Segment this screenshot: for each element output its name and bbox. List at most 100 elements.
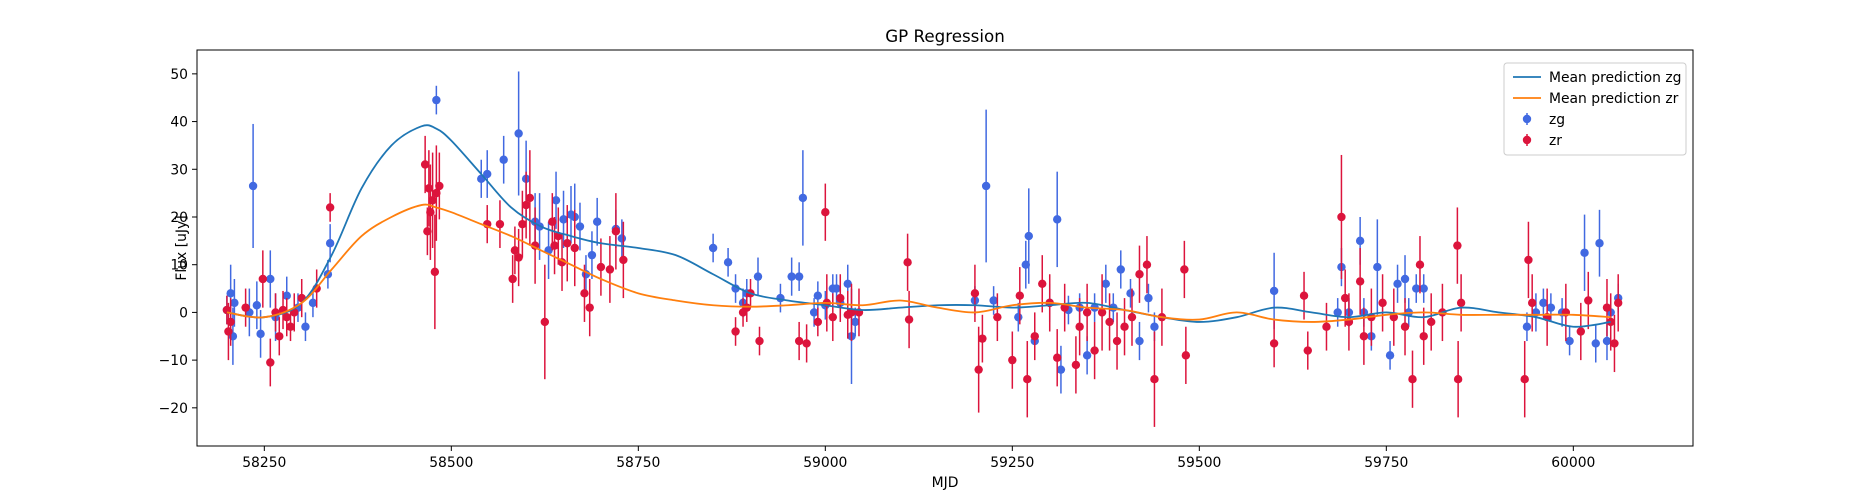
zg-marker <box>1385 351 1395 360</box>
zg-point <box>1385 341 1395 370</box>
zg-marker <box>1522 322 1532 331</box>
zg-marker <box>1393 279 1402 288</box>
zr-point <box>430 214 440 330</box>
zg-point <box>252 281 262 330</box>
zr-marker <box>904 315 914 324</box>
zr-marker <box>821 208 830 217</box>
zg-marker <box>723 258 733 267</box>
series-zr <box>222 135 1623 427</box>
zr-point <box>605 236 615 303</box>
zr-marker <box>1584 296 1593 305</box>
zg-point <box>1116 250 1125 289</box>
zg-marker <box>809 308 819 317</box>
zr-point <box>731 317 740 346</box>
zr-marker <box>1181 351 1191 360</box>
zr-marker <box>1299 291 1309 300</box>
zr-marker <box>435 181 444 191</box>
zr-marker <box>1606 317 1615 327</box>
zg-marker <box>1400 274 1410 284</box>
zr-marker <box>1453 241 1462 250</box>
zr-marker <box>518 219 527 229</box>
zr-marker <box>1610 339 1619 348</box>
zg-point <box>1082 336 1092 375</box>
zr-marker <box>970 289 980 298</box>
zr-marker <box>1023 375 1032 384</box>
zg-marker <box>851 317 860 327</box>
zr-point <box>1584 271 1593 330</box>
zg-point <box>575 202 585 251</box>
zr-marker <box>1097 308 1107 317</box>
zr-point <box>1120 298 1129 356</box>
zr-marker <box>563 239 572 248</box>
zr-marker <box>1303 346 1312 355</box>
zr-point <box>325 193 335 222</box>
zg-marker <box>1580 248 1589 257</box>
zg-point <box>1522 312 1532 342</box>
zg-marker <box>514 129 523 138</box>
zr-point <box>1135 245 1144 303</box>
zr-point <box>596 238 606 296</box>
zr-marker <box>1400 322 1410 331</box>
zg-marker <box>813 291 823 300</box>
zr-point <box>510 226 520 275</box>
zr-point <box>794 321 804 361</box>
zg-marker <box>1053 215 1062 224</box>
zr-point <box>1527 274 1537 332</box>
x-tick-label: 59750 <box>1364 455 1408 471</box>
zr-marker <box>1456 298 1466 308</box>
zg-point <box>617 219 627 258</box>
zg-marker <box>325 239 335 248</box>
zr-point <box>580 264 589 322</box>
zr-marker <box>794 336 804 346</box>
zr-point <box>970 264 980 322</box>
x-tick-label: 58250 <box>242 455 286 471</box>
zr-point <box>241 288 250 327</box>
zr-marker <box>282 312 291 322</box>
zr-marker <box>1576 327 1586 336</box>
zr-marker <box>1419 332 1428 341</box>
zg-marker <box>1135 336 1144 346</box>
x-tick-label: 58500 <box>429 455 473 471</box>
zr-point <box>420 135 430 194</box>
zr-marker <box>585 303 594 312</box>
zr-point <box>1427 293 1436 351</box>
zr-marker <box>1120 322 1129 331</box>
zg-point <box>1400 255 1410 303</box>
zr-marker <box>1527 298 1537 308</box>
zg-point <box>514 71 523 196</box>
zg-point <box>477 159 486 198</box>
zr-point <box>821 183 830 241</box>
zr-point <box>1015 267 1024 325</box>
zg-marker <box>499 155 508 164</box>
zg-marker <box>1591 339 1600 348</box>
zr-point <box>978 314 987 363</box>
y-tick-label: 10 <box>170 258 188 274</box>
zr-marker <box>1030 332 1039 341</box>
zr-point <box>1071 336 1081 394</box>
zr-point <box>1378 274 1387 332</box>
zr-marker <box>266 358 275 367</box>
zg-marker <box>587 250 597 260</box>
zr-point <box>1322 302 1331 351</box>
legend-label: zr <box>1549 133 1562 149</box>
y-tick-label: 50 <box>170 67 188 83</box>
y-tick-label: −20 <box>159 401 188 417</box>
zr-point <box>1060 283 1069 332</box>
zg-marker <box>832 284 841 293</box>
zg-point <box>592 197 602 246</box>
zr-point <box>266 338 275 387</box>
zr-point <box>521 171 531 239</box>
zr-point <box>226 298 235 346</box>
legend-point-marker <box>1522 135 1532 145</box>
zg-point <box>1595 209 1604 277</box>
y-tick-label: −10 <box>159 353 188 369</box>
zg-marker <box>282 291 291 300</box>
zr-marker <box>1378 298 1387 308</box>
line-mean-prediction-zr <box>226 203 1611 323</box>
zg-marker <box>559 215 568 224</box>
zr-point <box>836 274 845 322</box>
zr-point <box>423 207 432 256</box>
zr-marker <box>755 336 764 346</box>
zr-point <box>1561 283 1571 342</box>
